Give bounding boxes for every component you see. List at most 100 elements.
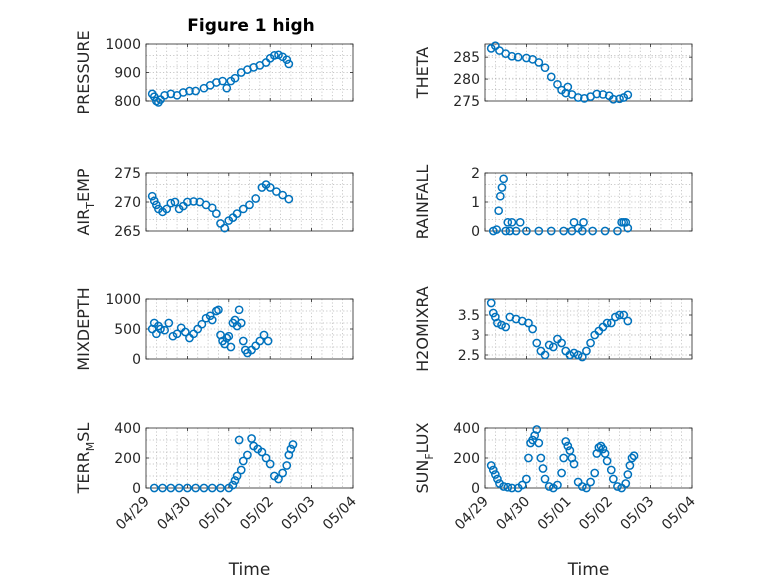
data-point [515,217,525,227]
data-point [538,464,548,473]
data-point [615,310,624,320]
data-point [284,59,294,69]
data-point [522,474,531,484]
x-tick-label: 05/03 [618,494,658,534]
y-axis-label: RAINFALL [413,165,432,240]
data-point [180,327,190,337]
data-point [559,453,569,463]
data-point [513,52,523,62]
data-point [236,318,246,328]
data-point [501,322,511,332]
data-point [226,342,236,352]
data-point [493,318,502,328]
data-point [534,438,544,448]
data-point [232,471,242,481]
y-axis-label: PRESSURE [74,30,93,114]
data-point [247,434,256,443]
data-point [573,350,583,360]
data-point [557,338,566,348]
subplot-terr-msl: 0 200 400 TERRMSL 04/29 04/30 05/01 05/02 05/03 0… [74,421,360,580]
data-point [559,226,569,236]
data-point [501,226,511,236]
data-point [615,94,624,104]
x-tick-label: 05/04 [320,493,360,533]
data-point [185,333,194,343]
data-point [158,483,167,493]
data-point [488,465,498,475]
data-point [274,474,283,484]
data-point [594,443,604,452]
data-point [486,298,496,308]
data-point [207,203,217,213]
x-axis-label: Time [228,560,271,580]
figure-title: Figure 1 high [187,16,315,36]
x-tick-label: 05/03 [279,494,319,534]
data-point [228,480,238,490]
data-point [189,329,198,339]
data-point [245,200,254,210]
y-tick-label: 3.5 [458,308,480,324]
y-tick-label: 2 [471,166,480,182]
data-point [623,470,633,479]
data-point [505,226,515,236]
data-point [259,330,269,340]
subplot-mixdepth: 0 500 1000 MIXDEPTH [74,287,354,371]
data-point [232,209,242,218]
y-axis-label: H2OMIXRA [413,286,432,372]
data-point [613,482,622,491]
y-tick-label: 0 [471,224,480,240]
data-point [540,474,550,484]
data-point [600,449,610,458]
data-point [608,94,618,104]
data-point [573,93,583,102]
y-tick-label: 0 [132,352,141,368]
data-point [511,226,521,236]
data-point [261,453,271,463]
data-point [234,305,244,315]
data-point [499,482,508,491]
y-tick-label: 1000 [105,37,141,53]
data-point [284,194,294,204]
data-point [222,83,232,93]
data-point [288,440,298,449]
data-point [218,76,227,86]
x-tick-label: 04/30 [493,494,533,534]
data-point [495,191,505,201]
data-point [582,483,591,493]
data-point [238,456,248,466]
data-point [563,441,573,451]
data-point [147,191,157,201]
data-point [524,318,533,328]
data-point [565,350,575,360]
data-point [166,198,176,208]
subplot-sun-flux: 0 200 400 SUNFLUX 04/29 04/30 05/01 05/02 05/03 0… [413,421,699,580]
data-point [251,194,261,203]
data-point [528,324,537,334]
data-point [207,483,217,493]
data-point [557,468,566,478]
axes-frame [484,298,693,360]
data-point [238,204,248,214]
subplot-pressure: 800 900 1000 PRESSURE [74,30,354,115]
data-point [183,483,192,493]
axes-frame [484,43,693,102]
x-tick-label: 04/29 [113,494,153,534]
x-tick-label: 04/29 [452,494,492,534]
data-point [524,453,533,463]
data-point [592,89,602,99]
data-point [214,305,223,315]
data-point [600,226,610,236]
data-point [507,51,517,61]
data-point [625,461,635,470]
data-point [577,482,587,491]
data-point [183,197,192,207]
data-point [503,217,513,227]
y-axis-label: MIXDEPTH [74,287,93,370]
data-point [263,336,273,346]
data-point [569,348,579,358]
x-tick-label: 04/30 [154,494,194,534]
x-tick-label: 05/02 [237,494,277,534]
data-point [608,474,618,484]
data-point [197,319,207,329]
data-point [590,468,600,478]
